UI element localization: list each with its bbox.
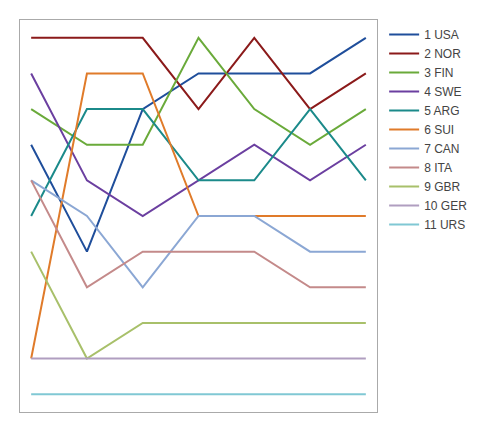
svg-text:9 GBR: 9 GBR bbox=[424, 180, 460, 194]
svg-text:2 NOR: 2 NOR bbox=[424, 47, 461, 61]
svg-text:10 GER: 10 GER bbox=[424, 199, 467, 213]
svg-text:4 SWE: 4 SWE bbox=[424, 85, 461, 99]
svg-text:5 ARG: 5 ARG bbox=[424, 104, 459, 118]
svg-text:1 USA: 1 USA bbox=[424, 28, 459, 42]
svg-text:11 URS: 11 URS bbox=[424, 218, 465, 232]
svg-text:6 SUI: 6 SUI bbox=[424, 123, 454, 137]
svg-text:7 CAN: 7 CAN bbox=[424, 142, 459, 156]
svg-text:8 ITA: 8 ITA bbox=[424, 161, 452, 175]
svg-text:3 FIN: 3 FIN bbox=[424, 66, 453, 80]
